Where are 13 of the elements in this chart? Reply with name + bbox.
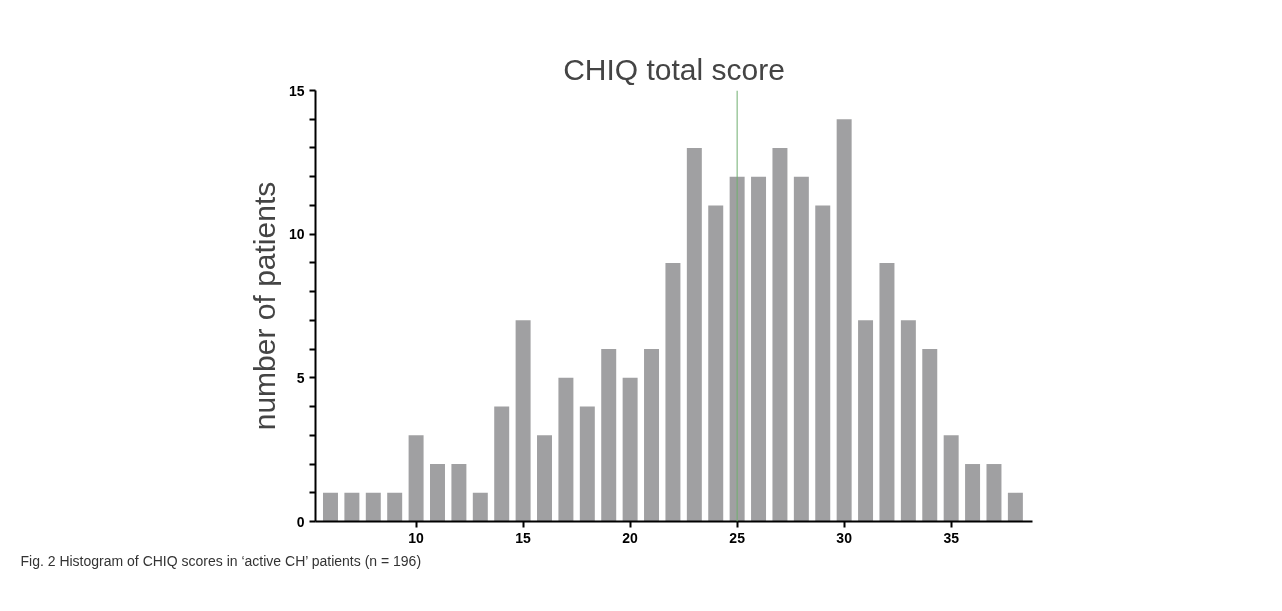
chart-title: CHIQ total score <box>563 52 785 86</box>
x-tick-label: 30 <box>836 529 853 546</box>
caption: Fig. 2 Histogram of CHIQ scores in ‘active CH’ patients (n = 196) <box>20 552 422 569</box>
y-tick-label: 0 <box>296 513 305 530</box>
x-tick-label: 35 <box>943 529 960 546</box>
y-tick-label: 5 <box>296 369 305 386</box>
x-tick-label: 25 <box>729 529 746 546</box>
y-tick-label: 10 <box>288 226 305 243</box>
x-tick-label: 15 <box>515 529 532 546</box>
y-tick-label: 15 <box>288 82 305 99</box>
y-axis-title: number of patients <box>247 181 281 431</box>
x-tick-label: 10 <box>408 529 425 546</box>
x-tick-label: 20 <box>622 529 639 546</box>
